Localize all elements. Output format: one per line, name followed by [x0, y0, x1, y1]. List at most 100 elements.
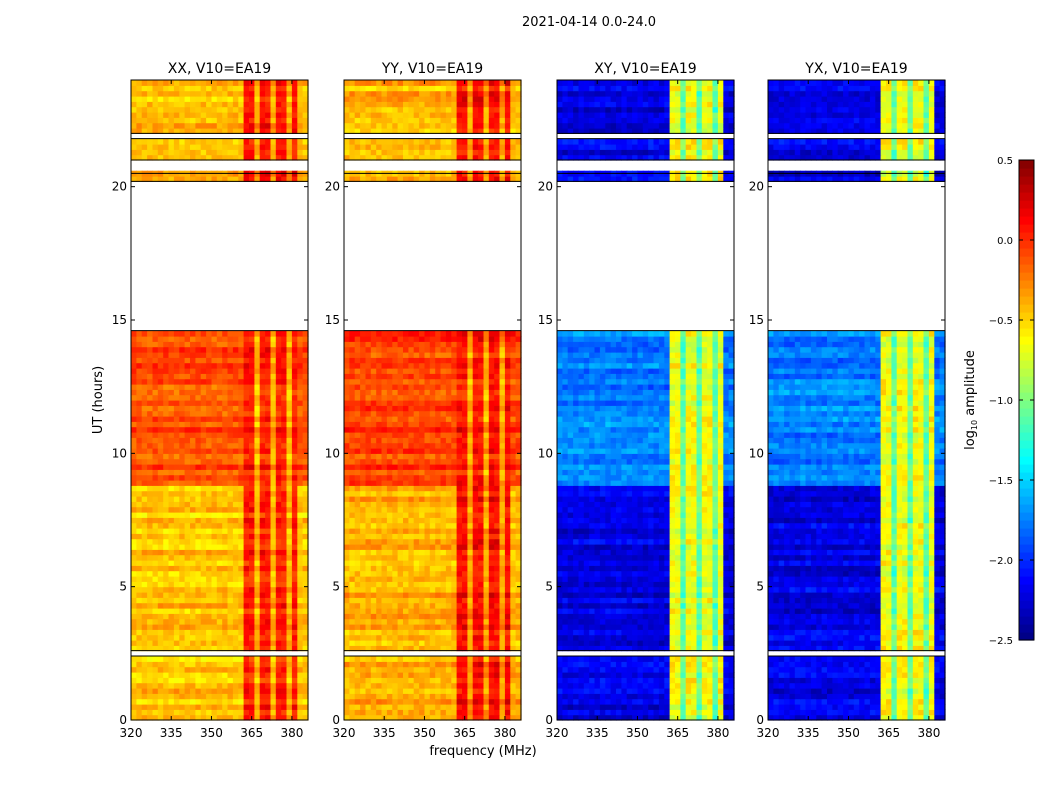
- heatmap-cell: [179, 448, 186, 454]
- heatmap-cell: [429, 629, 436, 636]
- heatmap-cell: [472, 645, 479, 652]
- heatmap-cell: [419, 677, 426, 684]
- heatmap-cell: [297, 592, 304, 598]
- heatmap-cell: [386, 634, 393, 641]
- heatmap-cell: [227, 85, 234, 92]
- heatmap-cell: [131, 666, 137, 673]
- heatmap-cell: [456, 672, 463, 678]
- heatmap-cell: [302, 90, 309, 97]
- heatmap-cell: [403, 661, 409, 668]
- heatmap-cell: [510, 394, 517, 401]
- heatmap-cell: [227, 517, 234, 524]
- heatmap-cell: [456, 634, 463, 641]
- heatmap-cell: [184, 106, 191, 113]
- heatmap-cell: [211, 149, 218, 156]
- heatmap-cell: [157, 613, 164, 620]
- heatmap-cell: [243, 714, 250, 721]
- heatmap-cell: [381, 426, 388, 433]
- heatmap-cell: [238, 357, 245, 364]
- heatmap-cell: [168, 464, 175, 470]
- heatmap-cell: [200, 608, 207, 614]
- heatmap-cell: [163, 496, 170, 502]
- heatmap-cell: [494, 448, 501, 454]
- heatmap-cell: [232, 149, 239, 156]
- heatmap-cell: [286, 400, 293, 406]
- heatmap-cell: [190, 421, 196, 428]
- heatmap-cell: [408, 453, 415, 460]
- heatmap-cell: [206, 496, 213, 502]
- heatmap-cell: [206, 565, 213, 572]
- heatmap-cell: [265, 432, 272, 438]
- heatmap-cell: [376, 400, 383, 406]
- heatmap-cell: [478, 576, 485, 582]
- heatmap-cell: [291, 714, 298, 721]
- heatmap-cell: [141, 112, 148, 118]
- heatmap-cell: [281, 122, 288, 129]
- heatmap-cell: [259, 672, 266, 678]
- heatmap-cell: [168, 421, 175, 428]
- heatmap-cell: [360, 416, 367, 422]
- heatmap-cell: [286, 149, 293, 156]
- heatmap-cell: [227, 560, 234, 566]
- heatmap-cell: [302, 581, 309, 588]
- heatmap-cell: [249, 410, 255, 417]
- heatmap-cell: [136, 698, 143, 705]
- heatmap-cell: [286, 693, 293, 700]
- heatmap-cell: [483, 394, 490, 401]
- heatmap-cell: [440, 464, 447, 470]
- heatmap-cell: [494, 522, 501, 529]
- heatmap-cell: [499, 410, 506, 417]
- heatmap-cell: [254, 176, 261, 182]
- heatmap-cell: [254, 464, 261, 470]
- heatmap-cell: [510, 501, 517, 508]
- heatmap-cell: [163, 682, 170, 689]
- heatmap-cell: [131, 506, 137, 513]
- heatmap-cell: [254, 426, 261, 433]
- heatmap-cell: [200, 490, 207, 497]
- heatmap-cell: [429, 426, 436, 433]
- heatmap-cell: [504, 474, 511, 481]
- heatmap-cell: [232, 378, 239, 385]
- heatmap-cell: [270, 533, 277, 540]
- heatmap-cell: [472, 581, 479, 588]
- heatmap-cell: [238, 442, 245, 449]
- heatmap-cell: [504, 581, 511, 588]
- heatmap-cell: [435, 448, 442, 454]
- heatmap-cell: [419, 464, 426, 470]
- heatmap-cell: [222, 416, 229, 422]
- heatmap-cell: [472, 384, 479, 390]
- heatmap-cell: [499, 416, 506, 422]
- heatmap-cell: [249, 517, 255, 524]
- heatmap-cell: [440, 533, 447, 540]
- heatmap-cell: [179, 714, 186, 721]
- heatmap-cell: [179, 576, 186, 582]
- heatmap-cell: [179, 106, 186, 113]
- heatmap-cell: [275, 645, 282, 652]
- heatmap-cell: [190, 618, 196, 625]
- heatmap-cell: [168, 586, 175, 593]
- heatmap-cell: [429, 645, 436, 652]
- heatmap-cell: [429, 624, 436, 630]
- heatmap-cell: [494, 645, 501, 652]
- heatmap-cell: [499, 517, 506, 524]
- heatmap-cell: [462, 618, 468, 625]
- heatmap-cell: [259, 154, 266, 161]
- heatmap-cell: [376, 421, 383, 428]
- heatmap-cell: [467, 469, 474, 476]
- heatmap-cell: [249, 362, 255, 369]
- heatmap-cell: [472, 469, 479, 476]
- heatmap-cell: [360, 565, 367, 572]
- heatmap-cell: [483, 538, 490, 545]
- heatmap-cell: [349, 666, 356, 673]
- heatmap-cell: [238, 576, 245, 582]
- heatmap-cell: [381, 421, 388, 428]
- heatmap-cell: [254, 432, 261, 438]
- heatmap-cell: [270, 149, 277, 156]
- heatmap-cell: [451, 448, 458, 454]
- heatmap-cell: [216, 533, 223, 540]
- heatmap-cell: [291, 426, 298, 433]
- heatmap-cell: [227, 533, 234, 540]
- heatmap-cell: [238, 384, 245, 390]
- heatmap-cell: [227, 661, 234, 668]
- heatmap-cell: [281, 485, 288, 492]
